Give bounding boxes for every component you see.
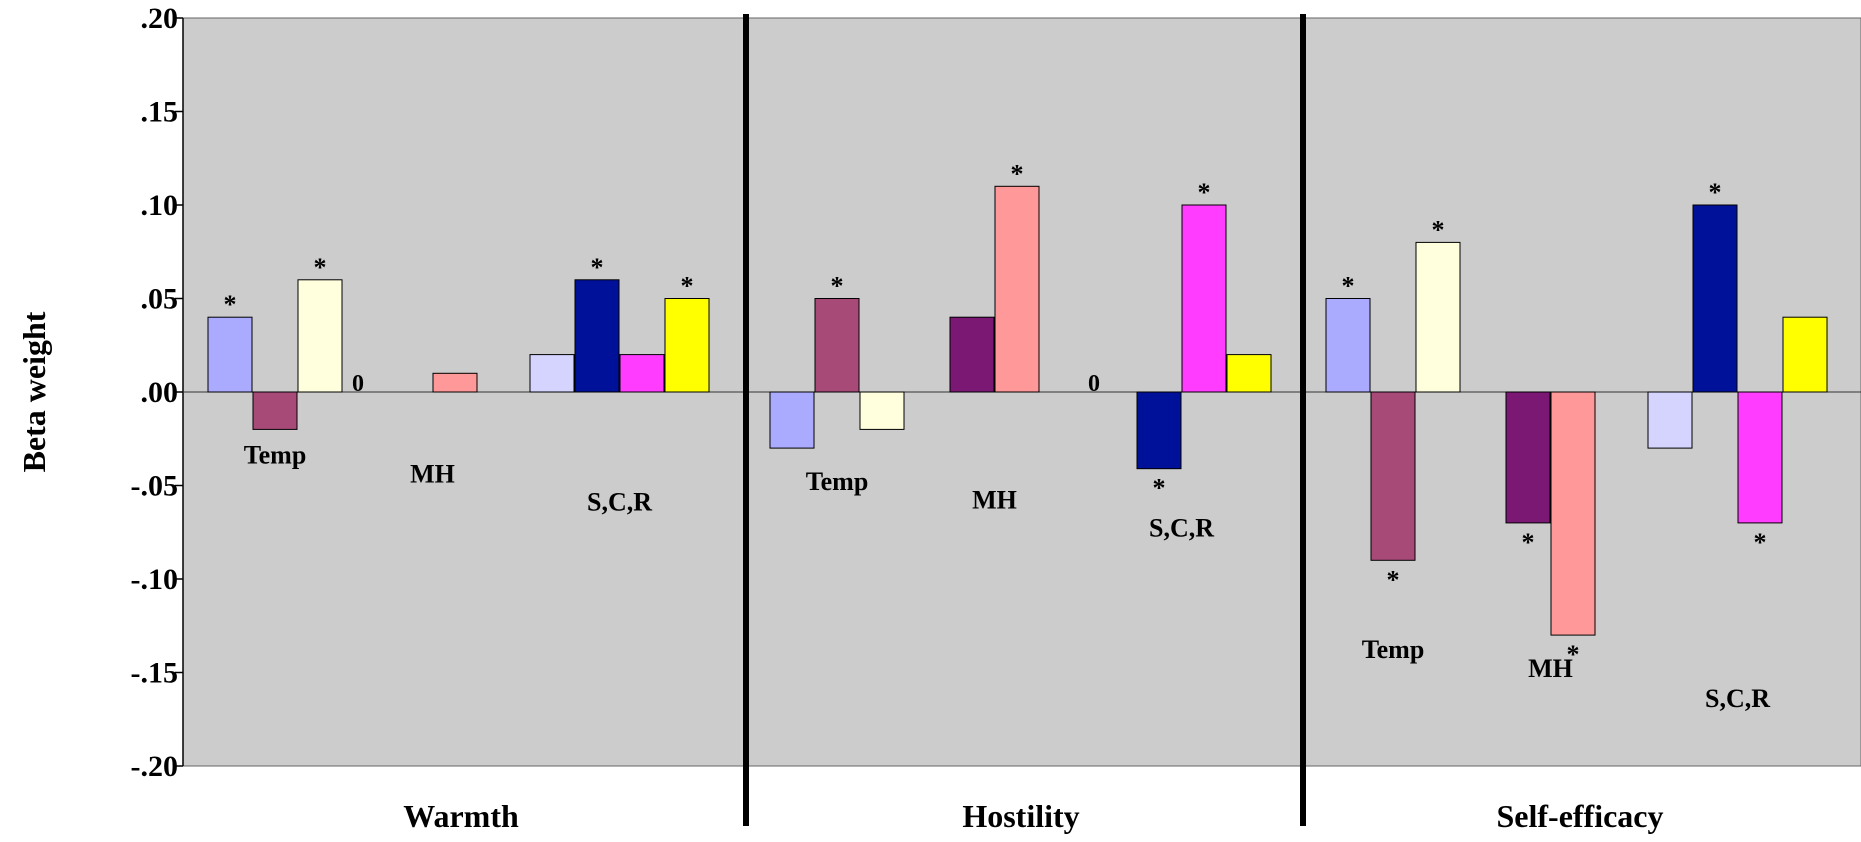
- bar: [574, 279, 620, 393]
- bar: [207, 316, 253, 393]
- bar: [1692, 204, 1738, 393]
- y-axis-title: Beta weight: [16, 311, 52, 472]
- bar: [1737, 391, 1783, 524]
- bar: [814, 298, 860, 393]
- significance-marker: *: [224, 290, 237, 319]
- significance-marker: *: [1567, 640, 1580, 669]
- significance-marker: *: [1709, 178, 1722, 207]
- significance-marker: *: [1387, 565, 1400, 594]
- significance-marker: *: [1011, 159, 1024, 188]
- y-tick-label: -.10: [131, 563, 179, 596]
- bar: [297, 279, 343, 393]
- bar: [1782, 316, 1828, 393]
- significance-marker: *: [1198, 178, 1211, 207]
- y-tick-label: .05: [141, 283, 179, 316]
- panel-label: Self-efficacy: [1496, 798, 1663, 834]
- zero-value-label: 0: [1088, 371, 1100, 397]
- bar: [432, 372, 478, 393]
- significance-marker: *: [1432, 215, 1445, 244]
- panel-label: Hostility: [962, 798, 1079, 834]
- bars-layer: [183, 14, 1861, 826]
- group-label: MH: [1528, 654, 1573, 683]
- y-tick-label: -.05: [131, 470, 179, 503]
- group-label: S,C,R: [587, 487, 652, 516]
- significance-marker: *: [1522, 528, 1535, 557]
- y-tick-label: .00: [141, 376, 179, 409]
- bar: [1415, 241, 1461, 393]
- significance-marker: *: [1153, 474, 1166, 503]
- significance-marker: *: [831, 272, 844, 301]
- significance-marker: *: [314, 253, 327, 282]
- group-label: Temp: [244, 441, 307, 470]
- y-tick-label: -.15: [131, 657, 179, 690]
- group-label: Temp: [1362, 635, 1425, 664]
- bar: [1505, 391, 1551, 524]
- bar: [1325, 298, 1371, 393]
- y-axis: .20 .15 .10 .05 .00 -.05 -.10 -.15 -.20: [131, 2, 184, 783]
- bar: [859, 391, 905, 430]
- bar: [529, 354, 575, 393]
- bar: [1181, 204, 1227, 393]
- significance-marker: *: [1342, 272, 1355, 301]
- y-tick-label: -.20: [131, 750, 179, 783]
- bar: [1226, 354, 1272, 393]
- significance-marker: *: [591, 253, 604, 282]
- group-label: Temp: [806, 467, 869, 496]
- bar: [1550, 391, 1596, 636]
- panel-label: Warmth: [403, 798, 519, 834]
- bar: [619, 354, 665, 393]
- bar: [1647, 391, 1693, 449]
- group-label: MH: [410, 459, 455, 488]
- significance-marker: *: [1754, 528, 1767, 557]
- y-tick-label: .10: [141, 189, 179, 222]
- bar: [949, 316, 995, 393]
- significance-marker: *: [681, 272, 694, 301]
- y-tick-label: .20: [141, 2, 179, 35]
- y-tick-label: .15: [141, 96, 179, 129]
- group-label: S,C,R: [1705, 684, 1770, 713]
- group-label: S,C,R: [1149, 514, 1214, 543]
- bar: [1136, 391, 1182, 470]
- bar: [769, 391, 815, 449]
- group-label: MH: [972, 486, 1017, 515]
- bar: [664, 298, 710, 393]
- bar: [994, 185, 1040, 393]
- bar: [252, 391, 298, 430]
- bar: [1370, 391, 1416, 561]
- zero-value-label: 0: [352, 371, 364, 397]
